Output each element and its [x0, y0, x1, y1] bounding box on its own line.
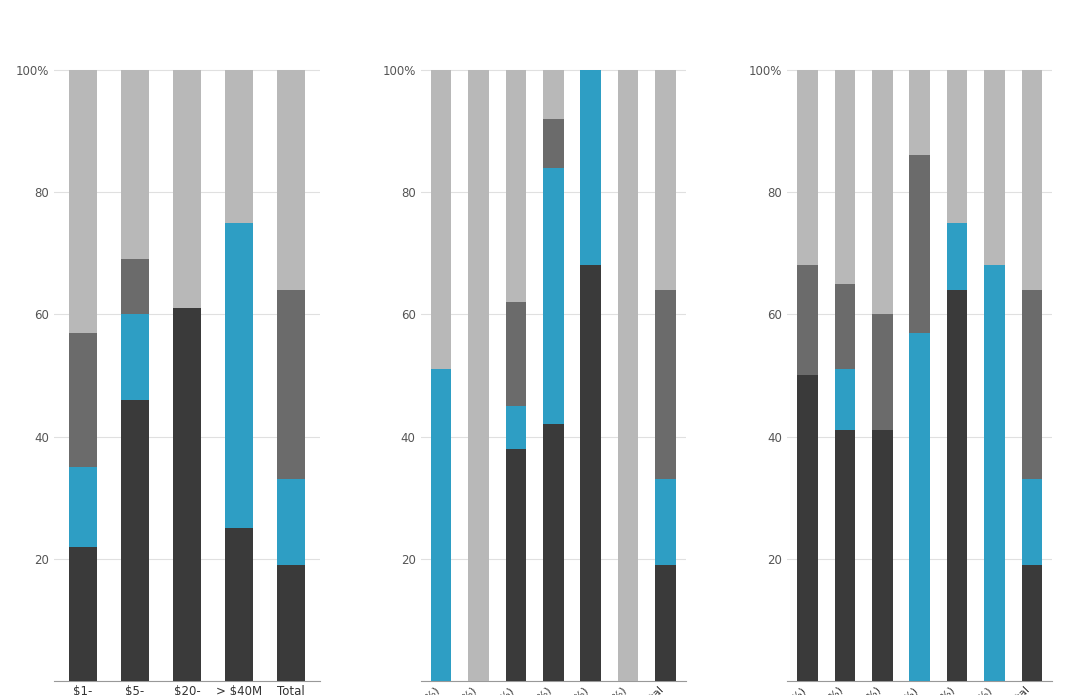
Bar: [277, 290, 305, 480]
Bar: [617, 70, 638, 681]
Bar: [173, 308, 202, 681]
Bar: [431, 70, 451, 369]
Bar: [797, 265, 818, 375]
Bar: [872, 314, 893, 430]
Bar: [173, 70, 202, 308]
Bar: [277, 480, 305, 565]
Bar: [225, 70, 254, 222]
Bar: [655, 290, 676, 480]
Bar: [120, 70, 150, 259]
Bar: [225, 528, 254, 681]
Bar: [68, 467, 98, 546]
Bar: [580, 265, 601, 681]
Bar: [544, 119, 563, 167]
Bar: [655, 565, 676, 681]
Bar: [655, 70, 676, 290]
Bar: [834, 369, 855, 430]
Bar: [68, 70, 98, 333]
Bar: [469, 70, 489, 681]
Bar: [68, 546, 98, 681]
Bar: [1022, 290, 1043, 480]
Bar: [797, 70, 818, 265]
Bar: [544, 425, 563, 681]
Bar: [947, 222, 968, 290]
Bar: [834, 430, 855, 681]
Bar: [506, 449, 526, 681]
Bar: [120, 259, 150, 314]
Bar: [834, 70, 855, 284]
Bar: [1022, 565, 1043, 681]
Bar: [580, 70, 601, 265]
Bar: [947, 290, 968, 681]
Bar: [431, 369, 451, 681]
Bar: [797, 375, 818, 681]
Bar: [506, 302, 526, 406]
Bar: [277, 565, 305, 681]
Bar: [655, 480, 676, 565]
Bar: [544, 70, 563, 119]
Bar: [909, 156, 930, 333]
Bar: [225, 222, 254, 528]
Bar: [834, 284, 855, 369]
Bar: [909, 333, 930, 681]
Bar: [68, 333, 98, 467]
Bar: [506, 406, 526, 449]
Bar: [1022, 480, 1043, 565]
Bar: [984, 70, 1005, 265]
Bar: [277, 70, 305, 290]
Bar: [909, 70, 930, 156]
Bar: [120, 314, 150, 400]
Bar: [984, 265, 1005, 681]
Bar: [1022, 70, 1043, 290]
Bar: [506, 70, 526, 302]
Bar: [120, 400, 150, 681]
Bar: [947, 70, 968, 222]
Bar: [872, 430, 893, 681]
Bar: [872, 70, 893, 314]
Bar: [544, 167, 563, 425]
